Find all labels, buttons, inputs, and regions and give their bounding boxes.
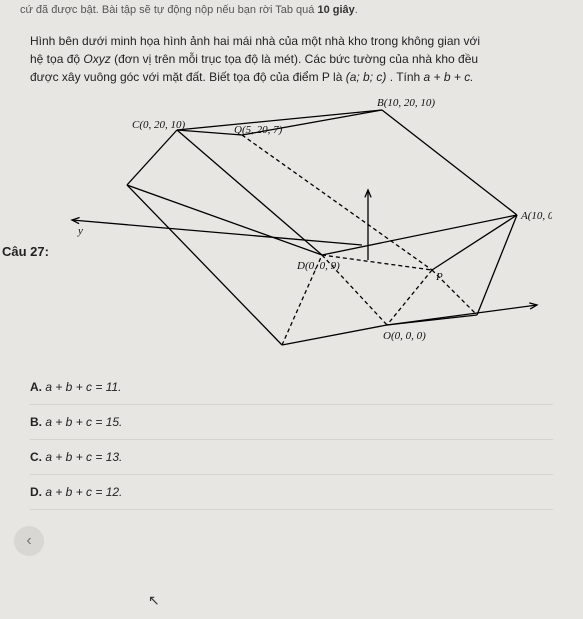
problem-line1: Hình bên dưới minh họa hình ảnh hai mái … xyxy=(30,32,553,50)
back-button[interactable]: ‹ xyxy=(14,526,44,556)
svg-text:y: y xyxy=(77,225,83,237)
diagram-svg: B(10, 20, 10) C(0, 20, 10) Q(5, 20, 7) A(10… xyxy=(32,90,552,360)
header-note: cứ đã được bật. Bài tập sẽ tự động nộp n… xyxy=(0,0,583,20)
diagram: B(10, 20, 10) C(0, 20, 10) Q(5, 20, 7) A(10… xyxy=(32,90,552,360)
answer-a-label: A. xyxy=(30,380,42,394)
answer-d-text: a + b + c = 12. xyxy=(42,485,122,499)
answer-c-text: a + b + c = 13. xyxy=(42,450,122,464)
svg-text:P: P xyxy=(435,271,443,283)
problem-text: Hình bên dưới minh họa hình ảnh hai mái … xyxy=(0,20,583,90)
answer-a[interactable]: A. a + b + c = 11. xyxy=(30,370,553,405)
answer-b[interactable]: B. a + b + c = 15. xyxy=(30,405,553,440)
answer-c[interactable]: C. a + b + c = 13. xyxy=(30,440,553,475)
svg-text:A(10, 0, 9): A(10, 0, 9) xyxy=(520,210,552,222)
answer-d[interactable]: D. a + b + c = 12. xyxy=(30,475,553,510)
header-note-bold: 10 giây xyxy=(317,4,354,16)
answer-b-label: B. xyxy=(30,415,42,429)
answer-a-text: a + b + c = 11. xyxy=(42,380,122,394)
svg-text:D(0, 0, 9): D(0, 0, 9) xyxy=(296,260,340,272)
chevron-left-icon: ‹ xyxy=(26,532,31,550)
problem-line3: được xây vuông góc với mặt đất. Biết tọa… xyxy=(30,68,553,86)
answer-b-text: a + b + c = 15. xyxy=(42,415,122,429)
header-note-text: cứ đã được bật. Bài tập sẽ tự động nộp n… xyxy=(20,4,317,16)
svg-text:B(10, 20, 10): B(10, 20, 10) xyxy=(377,97,435,109)
answers: A. a + b + c = 11. B. a + b + c = 15. C.… xyxy=(0,360,583,520)
answer-d-label: D. xyxy=(30,485,42,499)
cursor-icon: ↖ xyxy=(148,592,160,609)
svg-text:C(0, 20, 10): C(0, 20, 10) xyxy=(132,119,186,131)
svg-text:Q(5, 20, 7): Q(5, 20, 7) xyxy=(234,124,283,136)
problem-line2: hệ tọa độ Oxyz (đơn vị trên mỗi trục tọa… xyxy=(30,50,553,68)
answer-c-label: C. xyxy=(30,450,42,464)
svg-text:O(0, 0, 0): O(0, 0, 0) xyxy=(383,330,426,342)
